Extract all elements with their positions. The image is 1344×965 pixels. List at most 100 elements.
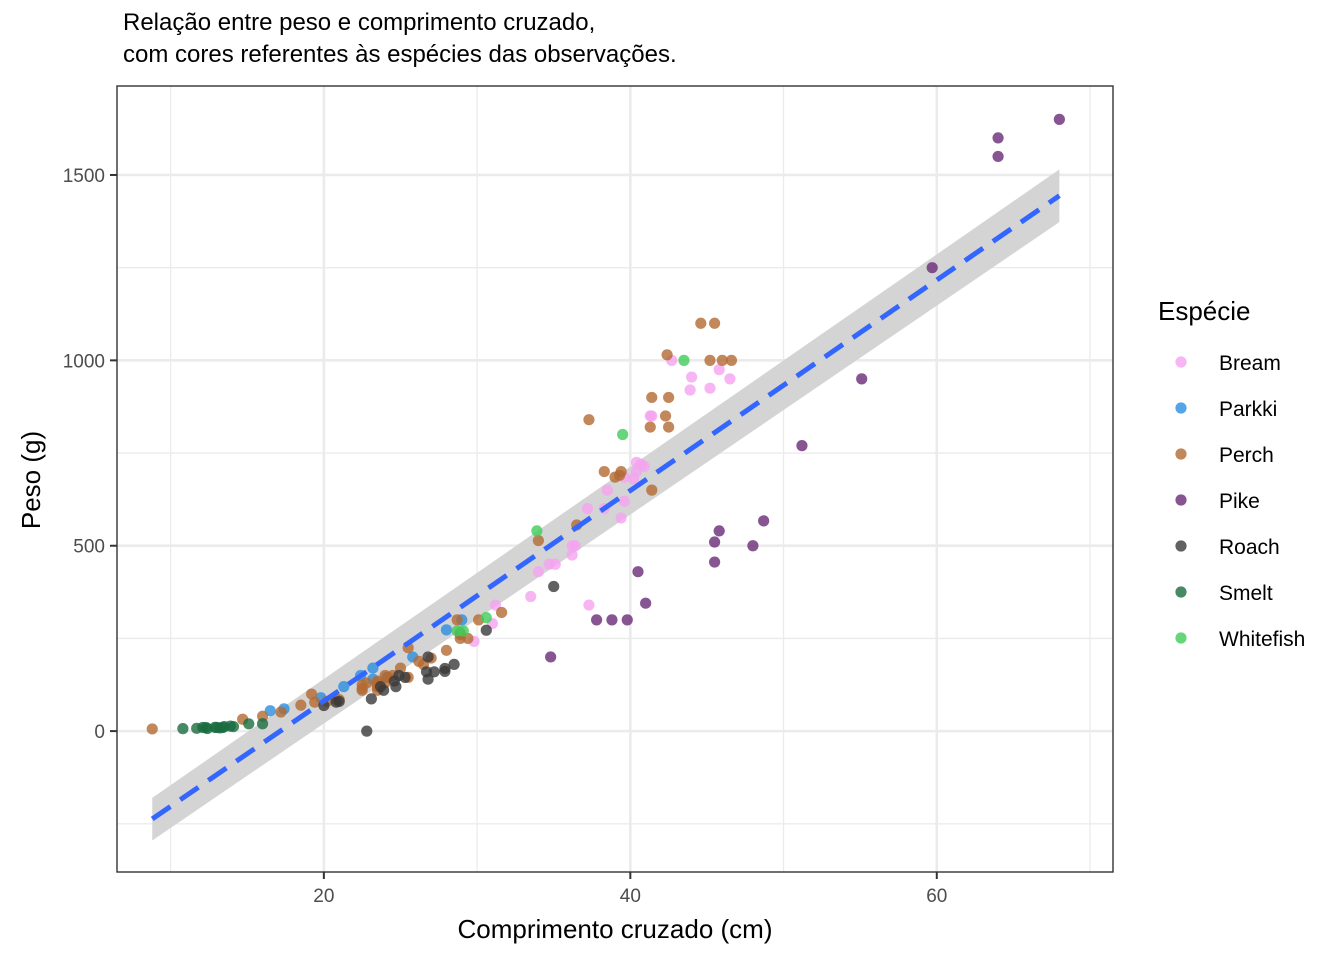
panel-border — [116, 85, 1114, 873]
data-point-roach — [428, 666, 440, 678]
chart-title-line-2: com cores referentes às espécies das obs… — [123, 41, 677, 68]
data-point-bream — [549, 558, 561, 570]
data-point-perch — [613, 469, 626, 481]
data-point-parkki — [440, 624, 453, 636]
legend-item-perch: Perch — [1175, 444, 1274, 467]
legend-item-smelt: Smelt — [1175, 582, 1273, 605]
data-point-pike — [747, 540, 759, 552]
data-point-bream — [581, 503, 594, 515]
data-point-bream — [615, 512, 627, 524]
data-point-pike — [758, 515, 770, 527]
legend-key-pike — [1175, 494, 1187, 506]
data-point-smelt — [227, 720, 240, 733]
legend-label-perch: Perch — [1219, 444, 1274, 467]
data-point-whitefish — [617, 428, 629, 441]
data-point-roach — [388, 675, 400, 687]
data-point-bream — [646, 410, 658, 422]
trend-line — [150, 193, 1061, 822]
data-point-perch — [583, 414, 595, 426]
data-point-roach — [548, 580, 560, 593]
legend-item-bream: Bream — [1175, 352, 1281, 375]
legend-label-smelt: Smelt — [1219, 582, 1273, 605]
data-point-whitefish — [457, 625, 469, 637]
chart-title-line-1: Relação entre peso e comprimento cruzado… — [123, 9, 595, 36]
legend-title: Espécie — [1158, 296, 1251, 326]
data-point-perch — [275, 706, 287, 718]
data-point-perch — [709, 317, 721, 329]
series-bream — [468, 354, 736, 647]
y-axis-title: Peso (g) — [16, 431, 46, 529]
data-point-pike — [796, 440, 808, 452]
data-point-pike — [992, 150, 1004, 163]
legend-key-bream — [1175, 356, 1187, 368]
data-point-smelt — [177, 723, 189, 735]
legend-label-pike: Pike — [1219, 490, 1260, 513]
legend-item-parkki: Parkki — [1175, 398, 1277, 421]
data-point-pike — [640, 597, 652, 609]
series-pike — [545, 113, 1065, 663]
data-point-roach — [333, 695, 345, 708]
data-point-roach — [480, 624, 492, 636]
data-point-roach — [422, 673, 434, 685]
legend-key-smelt — [1175, 586, 1187, 598]
data-point-smelt — [243, 718, 255, 730]
series-whitefish — [451, 354, 690, 637]
data-point-perch — [659, 410, 672, 422]
data-point-perch — [309, 696, 321, 708]
x-tick-label: 20 — [313, 886, 334, 907]
legend-label-whitefish: Whitefish — [1219, 628, 1305, 651]
data-point-bream — [684, 384, 696, 396]
data-point-parkki — [367, 662, 379, 674]
data-point-bream — [724, 373, 736, 385]
data-point-perch — [716, 354, 728, 366]
y-tick-label: 1500 — [63, 166, 105, 187]
data-point-bream — [569, 540, 581, 552]
legend-key-perch — [1175, 448, 1187, 460]
data-point-pike — [856, 373, 868, 385]
data-point-bream — [532, 566, 544, 578]
data-point-pike — [713, 525, 725, 537]
data-point-perch — [532, 534, 544, 547]
data-point-bream — [583, 599, 595, 611]
data-point-pike — [1053, 113, 1065, 125]
data-point-perch — [661, 349, 673, 361]
data-point-perch — [440, 644, 453, 656]
data-point-perch — [704, 354, 716, 366]
data-point-bream — [601, 484, 613, 496]
series-roach — [318, 580, 560, 737]
data-point-roach — [361, 725, 373, 737]
data-point-whitefish — [531, 525, 543, 537]
data-point-bream — [566, 549, 578, 561]
data-point-pike — [591, 614, 603, 626]
data-point-bream — [704, 382, 716, 394]
data-point-smelt — [256, 718, 269, 730]
data-point-perch — [663, 421, 675, 433]
x-axis-title: Comprimento cruzado (cm) — [458, 914, 773, 944]
legend-key-parkki — [1175, 402, 1187, 414]
legend-label-parkki: Parkki — [1219, 398, 1277, 421]
data-point-whitefish — [480, 612, 492, 624]
data-point-bream — [489, 599, 502, 611]
legend-key-roach — [1175, 540, 1187, 552]
data-point-pike — [632, 566, 644, 578]
data-point-bream — [686, 371, 698, 383]
data-point-bream — [525, 590, 537, 603]
data-point-whitefish — [678, 354, 690, 366]
data-point-perch — [361, 677, 373, 689]
data-point-perch — [496, 606, 508, 619]
data-point-perch — [295, 699, 307, 711]
data-point-pike — [545, 651, 557, 663]
data-point-pike — [606, 614, 618, 626]
data-point-perch — [646, 391, 658, 404]
y-tick-label: 0 — [94, 722, 105, 743]
legend-item-pike: Pike — [1175, 490, 1260, 513]
x-tick-label: 40 — [620, 886, 641, 907]
data-point-roach — [365, 693, 377, 705]
plot-panel — [116, 85, 1114, 873]
data-point-pike — [992, 132, 1004, 144]
legend-label-bream: Bream — [1219, 352, 1281, 375]
legend-item-roach: Roach — [1175, 536, 1280, 559]
data-point-perch — [695, 317, 707, 329]
data-point-perch — [646, 484, 658, 496]
